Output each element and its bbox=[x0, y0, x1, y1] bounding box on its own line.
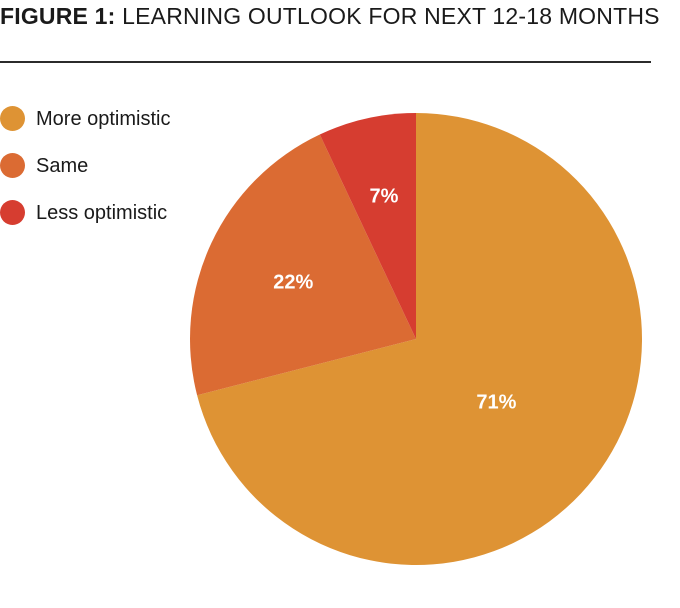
figure-number: FIGURE 1: bbox=[0, 3, 116, 29]
legend-item-less-optimistic: Less optimistic bbox=[0, 189, 170, 236]
pie-label-more-optimistic: 71% bbox=[476, 391, 516, 413]
figure-title: LEARNING OUTLOOK FOR NEXT 12-18 MONTHS bbox=[122, 3, 660, 29]
legend-swatch-less-optimistic bbox=[0, 200, 25, 225]
pie-label-less-optimistic: 7% bbox=[370, 186, 399, 208]
title-divider bbox=[0, 61, 651, 63]
legend: More optimistic Same Less optimistic bbox=[0, 95, 170, 236]
legend-label-same: Same bbox=[36, 154, 89, 177]
legend-item-more-optimistic: More optimistic bbox=[0, 95, 170, 142]
legend-item-same: Same bbox=[0, 142, 170, 189]
chart-title: FIGURE 1: LEARNING OUTLOOK FOR NEXT 12-1… bbox=[0, 2, 660, 30]
pie-slice-less-optimistic bbox=[319, 113, 416, 339]
pie-label-same: 22% bbox=[273, 271, 313, 293]
legend-swatch-same bbox=[0, 153, 25, 178]
legend-label-more-optimistic: More optimistic bbox=[36, 107, 171, 130]
legend-label-less-optimistic: Less optimistic bbox=[36, 201, 168, 224]
pie-slice-more-optimistic bbox=[197, 113, 642, 565]
legend-swatch-more-optimistic bbox=[0, 106, 25, 131]
pie-slice-same bbox=[190, 134, 416, 396]
